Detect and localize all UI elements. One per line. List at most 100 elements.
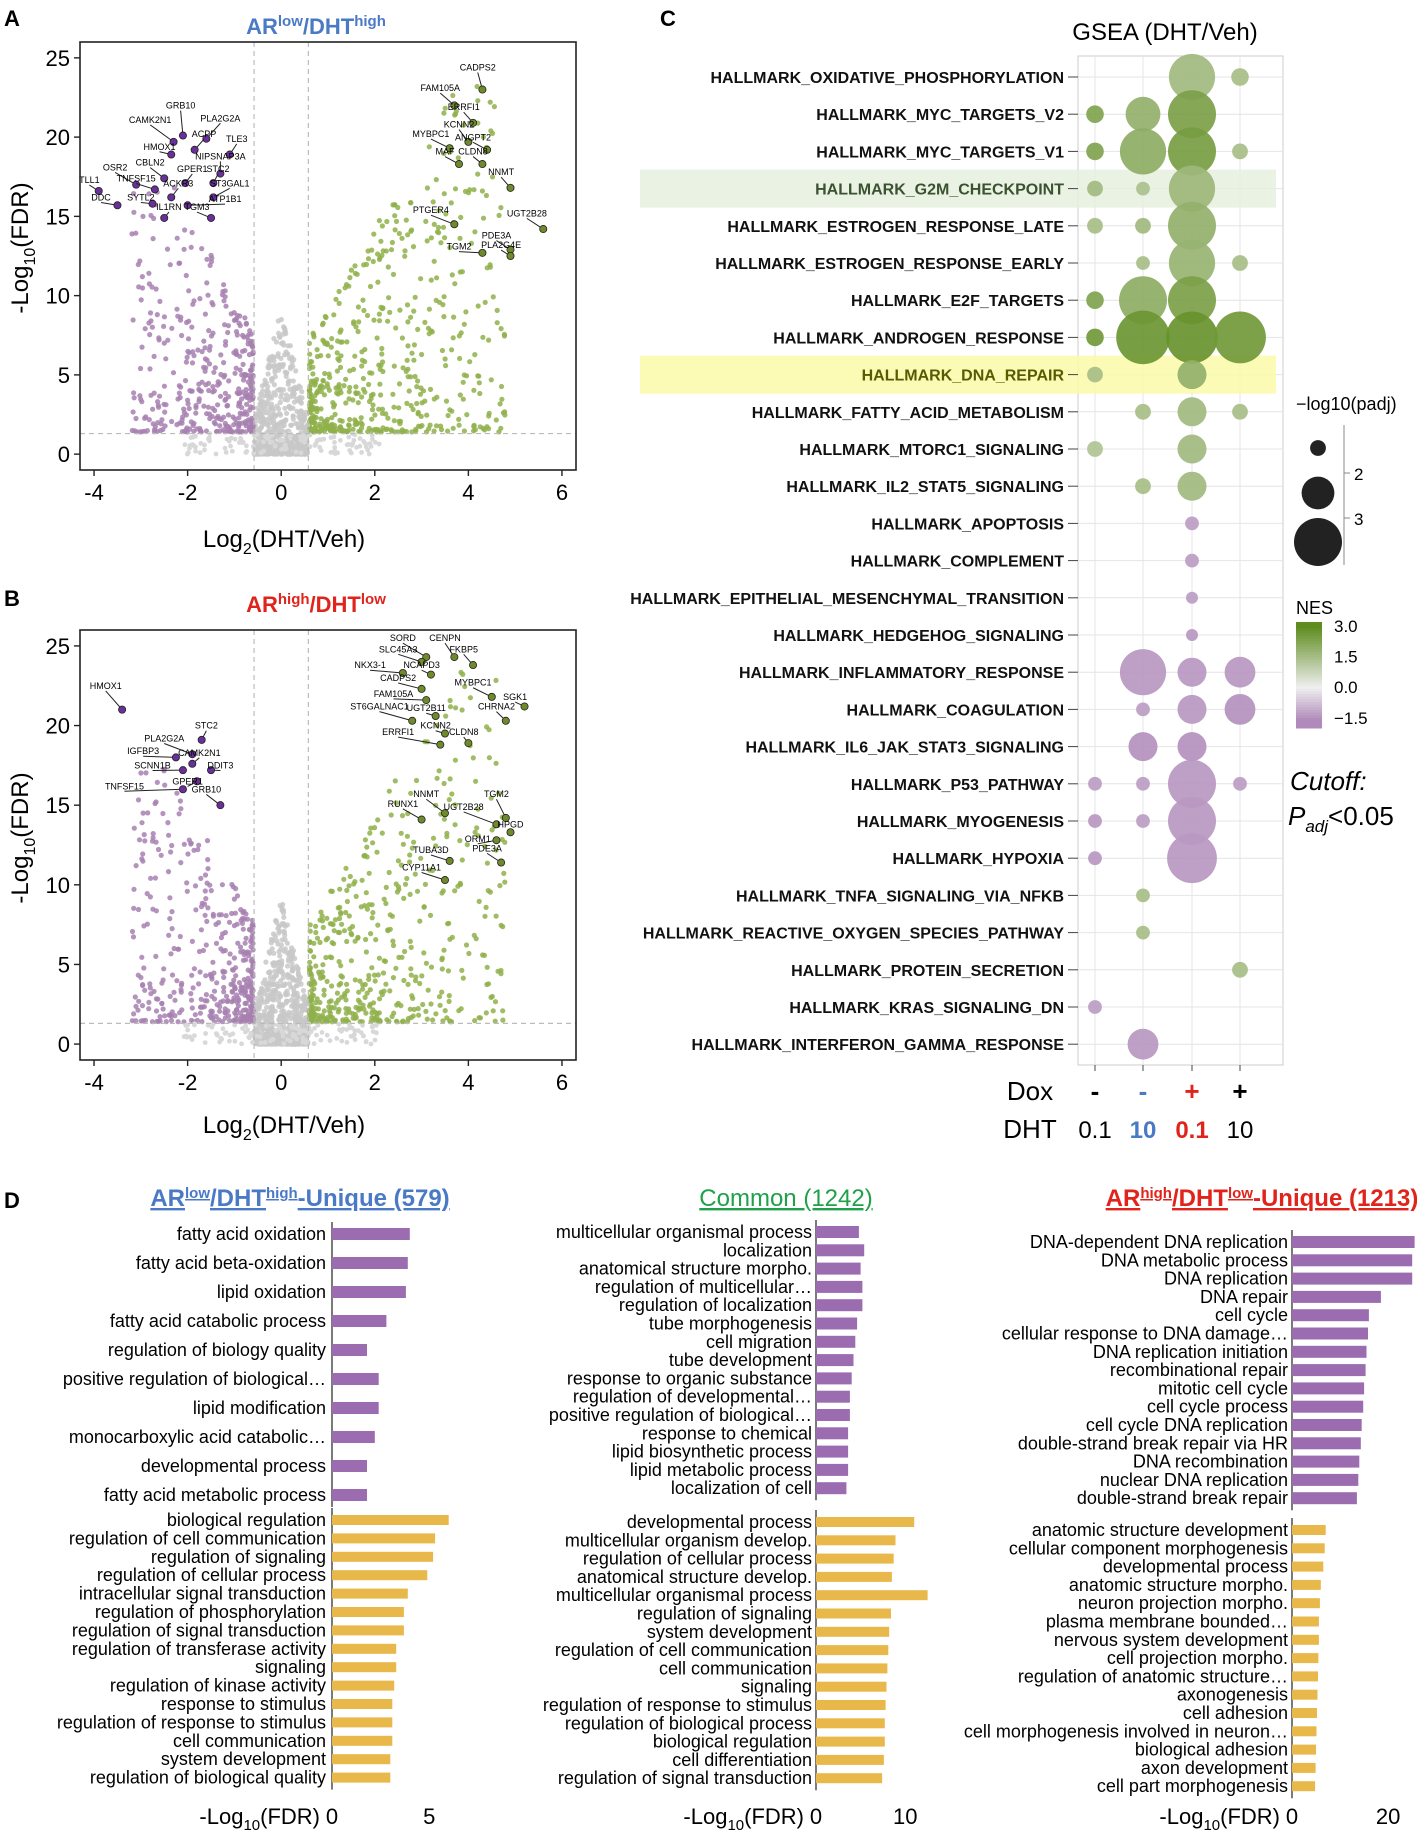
volcano-point <box>383 900 389 907</box>
gene-label: SYTL2 <box>127 193 155 203</box>
go-term-label: lipid oxidation <box>217 1282 326 1302</box>
volcano-point <box>205 404 211 410</box>
volcano-point <box>430 199 436 205</box>
gsea-dot <box>1088 814 1102 828</box>
volcano-point <box>202 311 208 317</box>
gene-label: FKBP5 <box>449 644 478 654</box>
volcano-point <box>226 438 232 444</box>
volcano-point <box>448 200 454 206</box>
volcano-point <box>298 450 304 456</box>
volcano-point <box>367 1001 373 1007</box>
volcano-point <box>356 1007 362 1013</box>
volcano-point <box>171 945 177 952</box>
volcano-point <box>179 1007 185 1013</box>
volcano-point <box>294 982 300 989</box>
volcano-point <box>366 451 372 457</box>
volcano-point <box>265 394 271 400</box>
volcano-point <box>207 415 213 422</box>
volcano-point <box>353 390 359 396</box>
volcano-point <box>131 191 137 197</box>
volcano-point <box>441 314 447 320</box>
volcano-point <box>488 128 494 134</box>
go-term-label: DNA repair <box>1200 1287 1288 1307</box>
volcano-point <box>375 251 381 257</box>
volcano-point <box>271 420 277 426</box>
volcano-point <box>176 260 182 266</box>
gene-label: HMOX1 <box>90 681 122 691</box>
volcano-point <box>367 987 373 993</box>
volcano-point <box>266 410 272 417</box>
volcano-point <box>480 215 487 221</box>
volcano-point <box>412 373 418 380</box>
volcano-point <box>328 344 334 350</box>
volcano-point <box>202 368 208 374</box>
go-title-base2: /DHT <box>210 1185 266 1212</box>
volcano-point <box>314 1032 319 1038</box>
volcano-point <box>498 326 504 332</box>
volcano-point <box>290 391 296 397</box>
volcano-point <box>347 384 353 391</box>
labeled-gene-point <box>440 876 449 885</box>
volcano-point <box>237 1010 244 1016</box>
volcano-point <box>182 227 188 233</box>
volcano-b-ylabel-pre: -Log <box>7 856 34 904</box>
volcano-point <box>238 917 244 923</box>
volcano-point <box>280 340 286 346</box>
volcano-point <box>401 428 407 435</box>
volcano-point <box>298 981 304 987</box>
volcano-point <box>476 373 482 379</box>
volcano-point <box>363 949 369 955</box>
volcano-point <box>133 415 139 422</box>
gene-label: MYBPC1 <box>455 678 492 688</box>
volcano-point <box>374 1030 379 1036</box>
volcano-point <box>260 414 266 421</box>
volcano-point <box>441 191 447 197</box>
volcano-point <box>141 923 147 929</box>
volcano-point <box>396 381 403 387</box>
volcano-point <box>321 436 327 442</box>
gene-label: NNMT <box>488 167 514 177</box>
volcano-point <box>215 379 221 385</box>
go-term-label: cell communication <box>659 1658 812 1678</box>
volcano-point <box>352 417 358 423</box>
go-xlabel-sub: 10 <box>727 1817 744 1834</box>
volcano-point <box>355 997 361 1003</box>
volcano-point <box>320 962 326 968</box>
volcano-point <box>492 999 499 1005</box>
volcano-point <box>405 981 411 988</box>
volcano-point <box>369 407 376 413</box>
volcano-point <box>221 360 227 366</box>
volcano-point <box>494 307 500 313</box>
volcano-point <box>248 944 254 950</box>
volcano-point <box>363 1010 369 1016</box>
volcano-point <box>370 402 376 408</box>
labeled-gene-point <box>506 251 515 260</box>
labeled-gene-point <box>94 187 103 196</box>
volcano-point <box>251 450 257 456</box>
volcano-point <box>496 212 502 218</box>
gsea-pathway-label: HALLMARK_KRAS_SIGNALING_DN <box>789 1000 1064 1017</box>
volcano-point <box>337 364 344 370</box>
gsea-pathway-label: HALLMARK_P53_PATHWAY <box>851 777 1064 794</box>
volcano-point <box>327 1038 333 1043</box>
labeled-gene-point <box>487 692 496 701</box>
gene-label: CADPS2 <box>460 63 496 73</box>
gsea-pathway-label: HALLMARK_APOPTOSIS <box>871 516 1064 533</box>
volcano-point <box>248 427 254 434</box>
gene-label: ORM1 <box>465 834 491 844</box>
volcano-point <box>278 1014 284 1020</box>
volcano-point <box>415 1006 421 1012</box>
volcano-point <box>300 1020 306 1026</box>
volcano-point <box>243 935 249 941</box>
go-term-label: cell differentiation <box>672 1750 812 1770</box>
volcano-point <box>231 995 237 1001</box>
volcano-point <box>145 810 151 816</box>
volcano-point <box>369 965 375 971</box>
volcano-point <box>222 445 228 451</box>
volcano-point <box>501 333 508 339</box>
volcano-point <box>395 858 401 864</box>
volcano-point <box>236 390 243 396</box>
volcano-point <box>424 185 430 191</box>
volcano-point <box>311 378 317 384</box>
volcano-b-ylabel-sub: 10 <box>22 838 39 856</box>
